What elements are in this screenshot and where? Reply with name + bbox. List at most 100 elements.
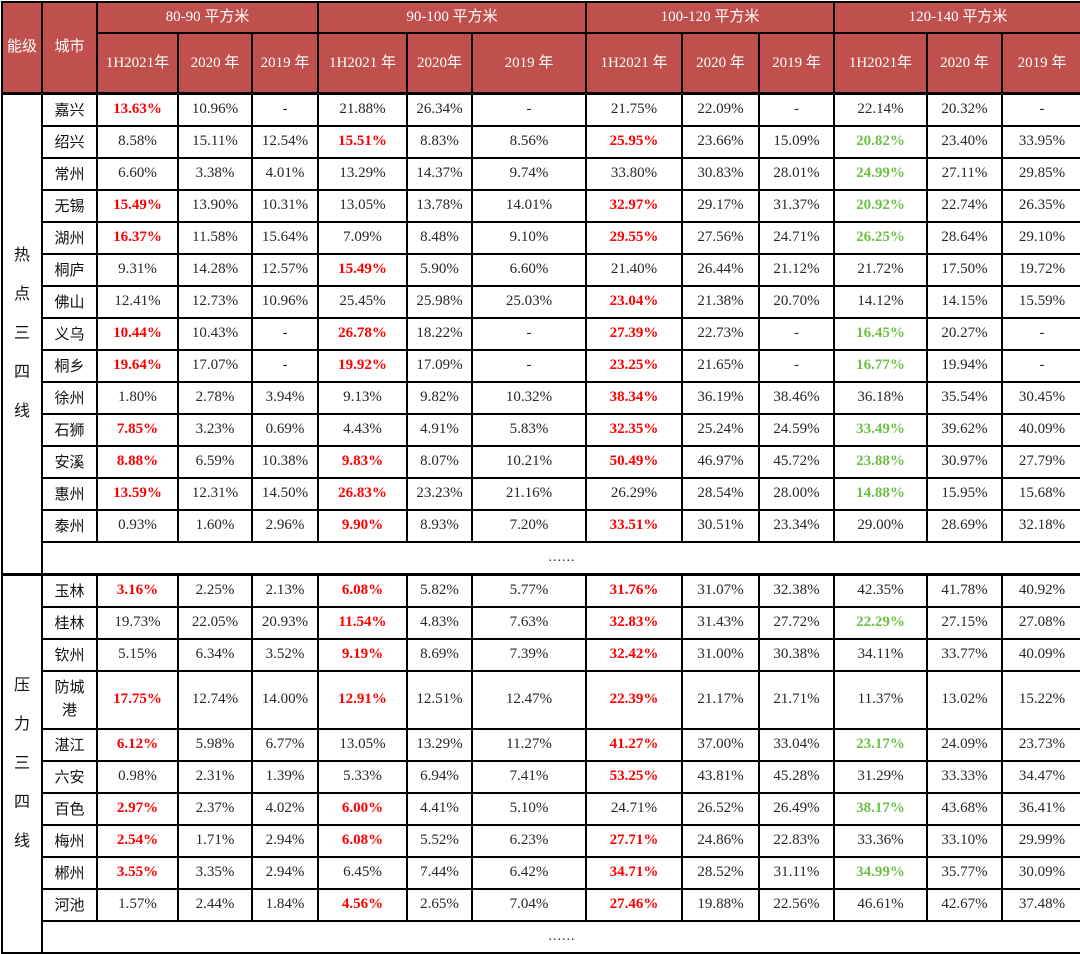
value-cell: 35.77%	[926, 855, 1003, 890]
table-row: 六安 0.98% 2.31% 1.39% 5.33% 6.94% 7.41% 53.25% 43…	[2, 759, 1080, 794]
city-cell: 安溪	[41, 444, 98, 479]
value-cell: 42.35%	[833, 573, 928, 608]
city-cell: 惠州	[41, 476, 98, 511]
value-cell: 23.23%	[406, 476, 473, 511]
header-year-2-2: 2019 年	[758, 32, 835, 94]
city-cell: 绍兴	[41, 124, 98, 159]
value-cell: 27.79%	[1001, 444, 1080, 479]
city-name: 河池	[54, 898, 85, 914]
value-cell: 15.11%	[177, 124, 253, 159]
value-cell: 2.44%	[177, 887, 253, 922]
ellipsis-cell: ......	[41, 919, 1080, 954]
value-cell: 6.42%	[471, 855, 587, 890]
city-cell: 徐州	[41, 380, 98, 415]
value-cell: 28.54%	[681, 476, 760, 511]
value-cell: 23.25%	[585, 348, 683, 383]
value-cell: 27.08%	[1001, 605, 1080, 640]
value-cell: 36.18%	[833, 380, 928, 415]
value-cell: 17.75%	[96, 669, 179, 730]
value-cell: 0.69%	[251, 412, 319, 447]
value-cell: 25.95%	[585, 124, 683, 159]
value-cell: 17.07%	[177, 348, 253, 383]
value-cell: 8.07%	[406, 444, 473, 479]
value-cell: 31.76%	[585, 573, 683, 608]
value-cell: 30.83%	[681, 156, 760, 191]
value-cell: 33.33%	[926, 759, 1003, 794]
value-cell: 23.34%	[758, 508, 835, 543]
value-cell: 26.78%	[317, 316, 408, 351]
value-cell: 19.94%	[926, 348, 1003, 383]
value-cell: 24.71%	[758, 220, 835, 255]
value-cell: 13.05%	[317, 188, 408, 223]
value-cell: 21.40%	[585, 252, 683, 287]
city-name: 郴州	[54, 866, 85, 882]
value-cell: 30.38%	[758, 637, 835, 672]
value-cell: 22.73%	[681, 316, 760, 351]
value-cell: 29.85%	[1001, 156, 1080, 191]
value-cell: 6.60%	[471, 252, 587, 287]
value-cell: 13.78%	[406, 188, 473, 223]
value-cell: 3.52%	[251, 637, 319, 672]
value-cell: -	[251, 92, 319, 127]
value-cell: 41.27%	[585, 727, 683, 762]
value-cell: 27.11%	[926, 156, 1003, 191]
value-cell: 2.54%	[96, 823, 179, 858]
header-year-1-2: 2019 年	[471, 32, 587, 94]
value-cell: 9.31%	[96, 252, 179, 287]
city-cell: 百色	[41, 791, 98, 826]
value-cell: 31.43%	[681, 605, 760, 640]
value-cell: 46.97%	[681, 444, 760, 479]
value-cell: -	[471, 316, 587, 351]
value-cell: 6.77%	[251, 727, 319, 762]
value-cell: 10.96%	[177, 92, 253, 127]
value-cell: 24.86%	[681, 823, 760, 858]
value-cell: 4.83%	[406, 605, 473, 640]
value-cell: 26.29%	[585, 476, 683, 511]
value-cell: 8.69%	[406, 637, 473, 672]
value-cell: 6.60%	[96, 156, 179, 191]
value-cell: 30.09%	[1001, 855, 1080, 890]
value-cell: 4.41%	[406, 791, 473, 826]
value-cell: 31.29%	[833, 759, 928, 794]
value-cell: 34.99%	[833, 855, 928, 890]
value-cell: 2.94%	[251, 855, 319, 890]
value-cell: 28.52%	[681, 855, 760, 890]
value-cell: 19.73%	[96, 605, 179, 640]
value-cell: 8.88%	[96, 444, 179, 479]
value-cell: 33.49%	[833, 412, 928, 447]
value-cell: 16.77%	[833, 348, 928, 383]
value-cell: 6.00%	[317, 791, 408, 826]
value-cell: 23.88%	[833, 444, 928, 479]
value-cell: 11.27%	[471, 727, 587, 762]
value-cell: 22.56%	[758, 887, 835, 922]
table-row: 热点三四线 嘉兴 13.63% 10.96% -21.88% 26.34% -21.75% 2…	[1, 92, 1080, 575]
value-cell: 6.45%	[317, 855, 408, 890]
tier-label: 压力三四线	[13, 676, 30, 851]
city-name: 徐州	[54, 391, 85, 407]
value-cell: 6.94%	[406, 759, 473, 794]
value-cell: 27.56%	[681, 220, 760, 255]
value-cell: 45.72%	[758, 444, 835, 479]
value-cell: 28.00%	[758, 476, 835, 511]
value-cell: 40.09%	[1001, 637, 1080, 672]
header-row-years: 1H2021年 2020 年 2019 年 1H2021 年 2020年 2019 年 1H…	[2, 32, 1080, 94]
value-cell: 40.09%	[1001, 412, 1080, 447]
city-name: 百色	[54, 802, 85, 818]
value-cell: 11.37%	[833, 669, 928, 730]
value-cell: 10.31%	[251, 188, 319, 223]
table-row: 桂林 19.73% 22.05% 20.93% 11.54% 4.83% 7.63% 32.8…	[2, 605, 1080, 640]
value-cell: 31.11%	[758, 855, 835, 890]
value-cell: 10.21%	[471, 444, 587, 479]
value-cell: 8.93%	[406, 508, 473, 543]
value-cell: 3.23%	[177, 412, 253, 447]
city-cell: 郴州	[41, 855, 98, 890]
city-cell: 泰州	[41, 508, 98, 543]
city-cell: 六安	[41, 759, 98, 794]
value-cell: 32.35%	[585, 412, 683, 447]
value-cell: 32.83%	[585, 605, 683, 640]
city-name: 惠州	[54, 487, 85, 503]
city-cell: 石狮	[41, 412, 98, 447]
city-cell: 常州	[41, 156, 98, 191]
tier-label: 热点三四线	[13, 246, 30, 421]
